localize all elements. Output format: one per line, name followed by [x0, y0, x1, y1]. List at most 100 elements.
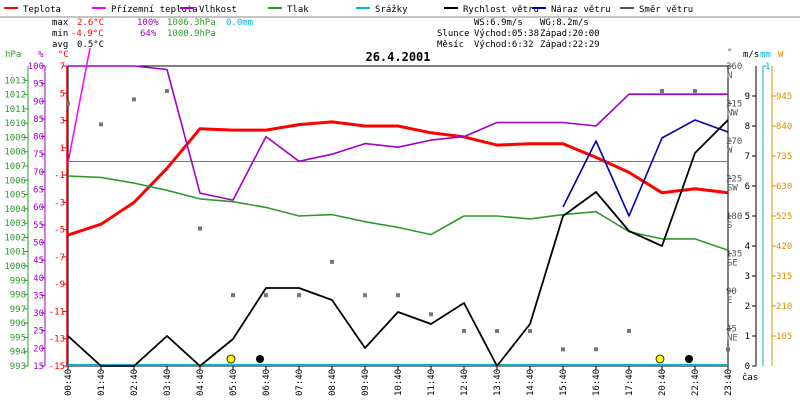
wind-direction-point [99, 122, 103, 127]
pct-tick-label: 80 [33, 133, 44, 143]
legend-label-gust: Náraz větru [551, 5, 611, 15]
hpa-tick-label: 996 [10, 319, 26, 329]
ms-tick-label: 6 [745, 182, 750, 192]
x-axis: čas 00:40 01:40 02:40 03:40 04:40 05:40 06:40 0… [64, 369, 758, 396]
hpa-tick-label: 994 [10, 348, 26, 358]
x-tick-label: 14:40 [526, 369, 536, 396]
dir-tick-degree: 315 [726, 100, 742, 110]
hpa-tick-label: 1005 [4, 191, 26, 201]
gust-series-line [562, 119, 729, 217]
wind-direction-point [165, 89, 169, 93]
temp-tick-label: -7 [54, 253, 65, 263]
x-tick-label: 05:40 [229, 369, 239, 396]
wind-direction-point [495, 329, 499, 333]
info-ws: WS:6.9m/s [474, 18, 523, 28]
stats-min-press: 1000.9hPa [167, 29, 216, 39]
hpa-tick-label: 998 [10, 291, 26, 301]
x-tick-label: 17:40 [625, 369, 635, 396]
wm2-tick-label: 630 [776, 182, 792, 192]
wind-direction-point [693, 89, 697, 93]
hpa-tick-label: 999 [10, 276, 26, 286]
wind-direction-point [528, 329, 532, 333]
x-tick-label: 09:40 [361, 369, 371, 396]
hpa-tick-label: 1002 [4, 233, 26, 243]
stats-max-press: 1006.3hPa [167, 18, 216, 28]
hpa-tick-label: 1009 [4, 133, 26, 143]
x-tick-label: 23:40 [724, 369, 734, 396]
stats-avg-label: avg [52, 40, 68, 50]
hpa-tick-label: 1007 [4, 162, 26, 172]
temp-tick-label: -3 [54, 198, 65, 208]
pct-tick-label: 50 [33, 238, 44, 248]
pct-tick-label: 85 [33, 115, 44, 125]
wm2-tick-label: 840 [776, 122, 792, 132]
ms-tick-label: 7 [745, 152, 750, 162]
dir-tick-cardinal: E [727, 296, 732, 306]
wind-direction-point [330, 259, 334, 264]
wind-direction-point [363, 293, 367, 298]
legend-label-temp: Teplota [23, 5, 61, 15]
x-tick-label: 01:40 [97, 369, 107, 396]
wind-direction-point [198, 226, 202, 231]
dir-tick-cardinal: N [727, 71, 732, 81]
hpa-axis-title: hPa [5, 50, 21, 60]
info-wg: WG:8.2m/s [540, 18, 589, 28]
info-moon-label: Měsíc [437, 40, 464, 50]
x-tick-label: 10:40 [394, 369, 404, 396]
temp-tick-label: -11 [49, 307, 65, 317]
dir-axis-title: ° [727, 48, 732, 58]
x-axis-label: čas [742, 372, 758, 383]
pct-tick-label: 20 [33, 344, 44, 354]
wind-direction-point [264, 293, 268, 298]
ms-axis-title: m/s [743, 50, 759, 60]
x-tick-label: 12:40 [460, 369, 470, 396]
pct-tick-label: 55 [33, 221, 44, 231]
pct-tick-label: 15 [33, 362, 44, 372]
wm2-axis-title: W [778, 50, 784, 60]
plot-area [66, 47, 730, 370]
x-tick-label: 15:40 [559, 369, 569, 396]
temp-tick-label: 5 [60, 89, 65, 99]
hpa-tick-label: 1010 [4, 119, 26, 129]
hpa-tick-label: 1012 [4, 91, 26, 101]
ms-tick-label: 5 [745, 212, 750, 222]
info-sun-set: Západ:20:00 [540, 29, 600, 39]
legend-label-wind: Rychlost větru [463, 5, 539, 15]
info-sun-label: Slunce [437, 29, 470, 39]
chart-title: 26.4.2001 [365, 50, 430, 64]
wind-direction-point [231, 293, 235, 298]
temp-tick-label: 1 [60, 144, 65, 154]
stats-avg-temp: 0.5°C [77, 40, 104, 50]
x-tick-label: 04:40 [196, 369, 206, 396]
hpa-tick-label: 1001 [4, 248, 26, 258]
mm-tick-label: 1 [765, 62, 770, 72]
hpa-tick-label: 1013 [4, 76, 26, 86]
dir-tick-degree: 45 [726, 325, 737, 335]
temp-tick-label: -15 [49, 362, 65, 372]
info-sun-rise: Východ:05:38 [474, 29, 539, 39]
x-tick-label: 02:40 [130, 369, 140, 396]
wind-direction-point [561, 347, 565, 352]
ms-tick-label: 2 [745, 302, 750, 312]
dir-tick-degree: 360 [726, 62, 742, 72]
wm2-tick-label: 315 [776, 272, 792, 282]
stats-min-temp: -4.9°C [71, 29, 104, 39]
moon-marker-icon [685, 355, 693, 363]
stats-max-label: max [52, 18, 69, 28]
temp-axis-title: °C [58, 50, 69, 60]
x-tick-label: 13:40 [493, 369, 503, 396]
stats-min-hum: 64% [140, 29, 157, 39]
pct-tick-label: 95 [33, 80, 44, 90]
legend-label-rain: Srážky [375, 5, 408, 15]
hpa-tick-label: 1003 [4, 219, 26, 229]
hpa-tick-label: 1008 [4, 148, 26, 158]
x-tick-label: 16:40 [592, 369, 602, 396]
hpa-tick-label: 1011 [4, 105, 26, 115]
pct-tick-label: 30 [33, 309, 44, 319]
wind-direction-point [594, 347, 598, 352]
dir-tick-cardinal: NE [727, 334, 738, 344]
stats-max-rain: 0.0mm [226, 18, 253, 28]
temp-tick-label: -5 [54, 226, 65, 236]
x-tick-label: 03:40 [163, 369, 173, 396]
temp-tick-label: -13 [49, 335, 65, 345]
